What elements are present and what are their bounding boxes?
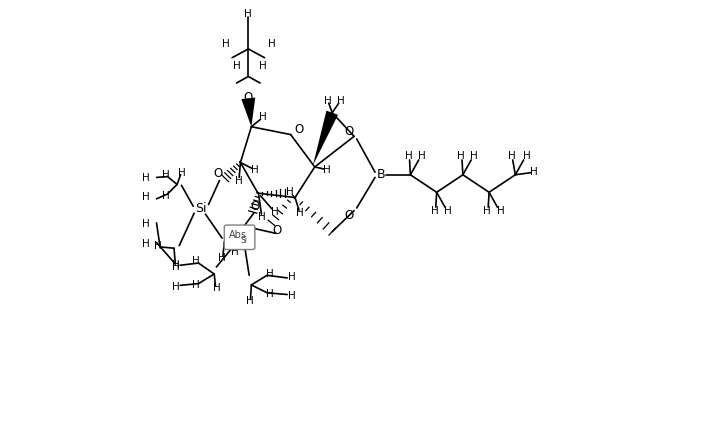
Text: H: H xyxy=(496,206,504,215)
Text: H: H xyxy=(142,239,150,249)
Text: H: H xyxy=(178,168,186,178)
Text: H: H xyxy=(218,253,226,263)
Text: H: H xyxy=(142,173,150,183)
Text: O: O xyxy=(294,123,303,136)
Text: H: H xyxy=(271,207,279,216)
Text: H: H xyxy=(162,191,170,201)
Text: H: H xyxy=(523,152,531,161)
Text: H: H xyxy=(213,283,220,293)
Text: H: H xyxy=(323,165,331,174)
Text: H: H xyxy=(258,212,266,222)
Text: Si: Si xyxy=(195,202,207,215)
Text: H: H xyxy=(154,241,161,251)
Text: H: H xyxy=(232,230,239,239)
Text: H: H xyxy=(286,187,293,197)
Text: O: O xyxy=(244,90,253,104)
Polygon shape xyxy=(313,111,338,165)
Text: H: H xyxy=(244,9,252,19)
Text: H: H xyxy=(288,291,296,301)
Text: H: H xyxy=(530,167,538,177)
Text: H: H xyxy=(484,206,491,215)
Text: H: H xyxy=(457,152,465,161)
Text: O: O xyxy=(344,209,353,222)
Text: H: H xyxy=(288,272,296,282)
Text: O: O xyxy=(213,166,223,180)
Text: H: H xyxy=(142,192,150,202)
Text: H: H xyxy=(162,170,170,180)
Text: O: O xyxy=(250,200,260,213)
Text: H: H xyxy=(266,269,274,278)
Text: H: H xyxy=(470,152,478,161)
Polygon shape xyxy=(241,97,256,127)
Text: H: H xyxy=(192,281,200,290)
Text: H: H xyxy=(418,152,425,161)
Text: H: H xyxy=(232,247,239,257)
Text: H: H xyxy=(324,96,332,105)
Text: H: H xyxy=(234,176,243,186)
Text: H: H xyxy=(267,39,275,49)
Text: H: H xyxy=(259,62,267,71)
Text: H: H xyxy=(431,206,439,215)
FancyBboxPatch shape xyxy=(224,225,255,250)
Text: H: H xyxy=(251,165,258,174)
Text: H: H xyxy=(259,112,267,122)
Text: H: H xyxy=(296,208,304,218)
Text: H: H xyxy=(222,39,230,49)
Text: H: H xyxy=(142,219,150,229)
Text: Si: Si xyxy=(240,236,247,245)
Text: Abs: Abs xyxy=(229,230,247,240)
Text: H: H xyxy=(246,296,253,305)
Text: H: H xyxy=(508,152,516,161)
Text: H: H xyxy=(444,206,452,215)
Text: O: O xyxy=(272,224,282,237)
Text: O: O xyxy=(344,125,353,138)
Text: H: H xyxy=(172,260,180,270)
Text: H: H xyxy=(172,262,180,271)
Text: H: H xyxy=(405,152,413,161)
Text: H: H xyxy=(192,256,200,266)
Text: H: H xyxy=(337,96,345,105)
Text: B: B xyxy=(376,168,385,181)
Text: H: H xyxy=(172,282,180,292)
Text: H: H xyxy=(266,289,274,298)
Text: H: H xyxy=(233,62,241,71)
